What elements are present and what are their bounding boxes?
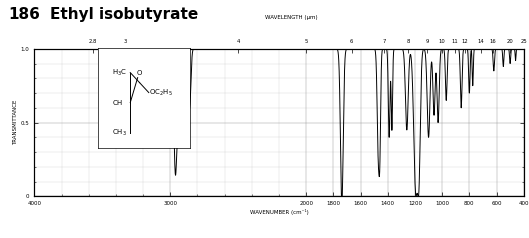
Text: WAVELENGTH (μm): WAVELENGTH (μm) xyxy=(264,15,317,20)
Text: $\mathsf{H_3C}$: $\mathsf{H_3C}$ xyxy=(112,68,127,78)
X-axis label: WAVENUMBER (cm⁻¹): WAVENUMBER (cm⁻¹) xyxy=(250,209,308,215)
Text: $\mathsf{CH}$: $\mathsf{CH}$ xyxy=(112,98,123,107)
Text: 186: 186 xyxy=(8,7,40,22)
Text: Ethyl isobutyrate: Ethyl isobutyrate xyxy=(50,7,198,22)
Text: $\mathsf{OC_2H_5}$: $\mathsf{OC_2H_5}$ xyxy=(149,88,172,98)
Text: $\mathsf{CH_3}$: $\mathsf{CH_3}$ xyxy=(112,128,126,138)
Y-axis label: TRANSMITTANCE: TRANSMITTANCE xyxy=(13,100,18,145)
Text: $\mathsf{O}$: $\mathsf{O}$ xyxy=(136,68,143,77)
